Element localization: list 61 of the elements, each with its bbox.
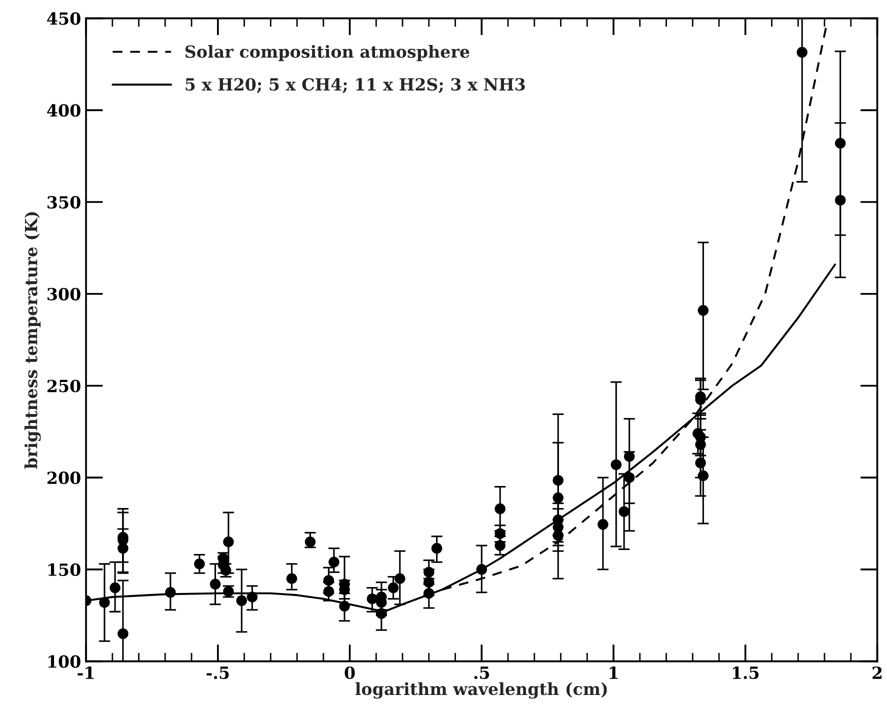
point (339, 600, 350, 612)
point (494, 503, 506, 514)
point (552, 474, 564, 486)
point (624, 451, 635, 462)
point (99, 597, 110, 608)
y-tick-label: 400 (47, 104, 80, 117)
point (118, 628, 128, 640)
y-tick-label: 350 (48, 196, 80, 209)
point (323, 586, 334, 597)
y-tick-label: 250 (48, 380, 80, 392)
point (118, 542, 128, 554)
point (304, 536, 316, 548)
x-tick-label: 2 (872, 666, 882, 679)
point (695, 458, 706, 468)
x-axis-title: logarithm wavelength (cm) (355, 682, 607, 699)
point (552, 492, 564, 504)
y-axis-title: brightness temperature (K) (24, 212, 41, 469)
point (223, 536, 234, 548)
x-tick-label: .5 (474, 666, 490, 680)
point (424, 576, 434, 588)
point (834, 194, 846, 206)
y-tick-label: 100 (48, 655, 80, 668)
point (323, 575, 334, 586)
point (328, 556, 340, 568)
x-tick-label: 0 (344, 666, 355, 680)
point (598, 519, 608, 530)
point (424, 588, 434, 599)
point (618, 506, 630, 517)
x-tick-label: -1 (78, 666, 94, 679)
point (610, 459, 622, 470)
legend-label: 5 x H20; 5 x CH4; 11 x H2S; 3 x NH3 (186, 78, 525, 94)
point (834, 138, 846, 149)
point (366, 593, 378, 604)
point (552, 530, 564, 541)
point (424, 566, 434, 578)
x-tick-label: 1 (610, 666, 618, 679)
point (246, 592, 258, 602)
point (388, 582, 399, 594)
point (286, 573, 298, 584)
point (476, 564, 488, 575)
point (698, 470, 709, 482)
point (194, 558, 205, 570)
point (698, 305, 709, 316)
y-tick-label: 300 (48, 288, 80, 300)
point (394, 573, 406, 584)
point (110, 582, 120, 594)
y-tick-label: 450 (47, 12, 80, 25)
point (210, 578, 221, 590)
point (236, 595, 248, 606)
point (431, 542, 442, 554)
point (494, 540, 506, 551)
point (796, 46, 808, 58)
point (695, 439, 706, 450)
point (494, 528, 506, 539)
legend-label: Solar composition atmosphere (185, 44, 470, 62)
y-tick-label: 200 (48, 472, 80, 484)
point (165, 587, 176, 598)
x-tick-label: 1.5 (732, 666, 759, 680)
point (624, 472, 635, 483)
x-tick-label: -.5 (206, 666, 229, 680)
y-tick-label: 150 (48, 563, 80, 576)
